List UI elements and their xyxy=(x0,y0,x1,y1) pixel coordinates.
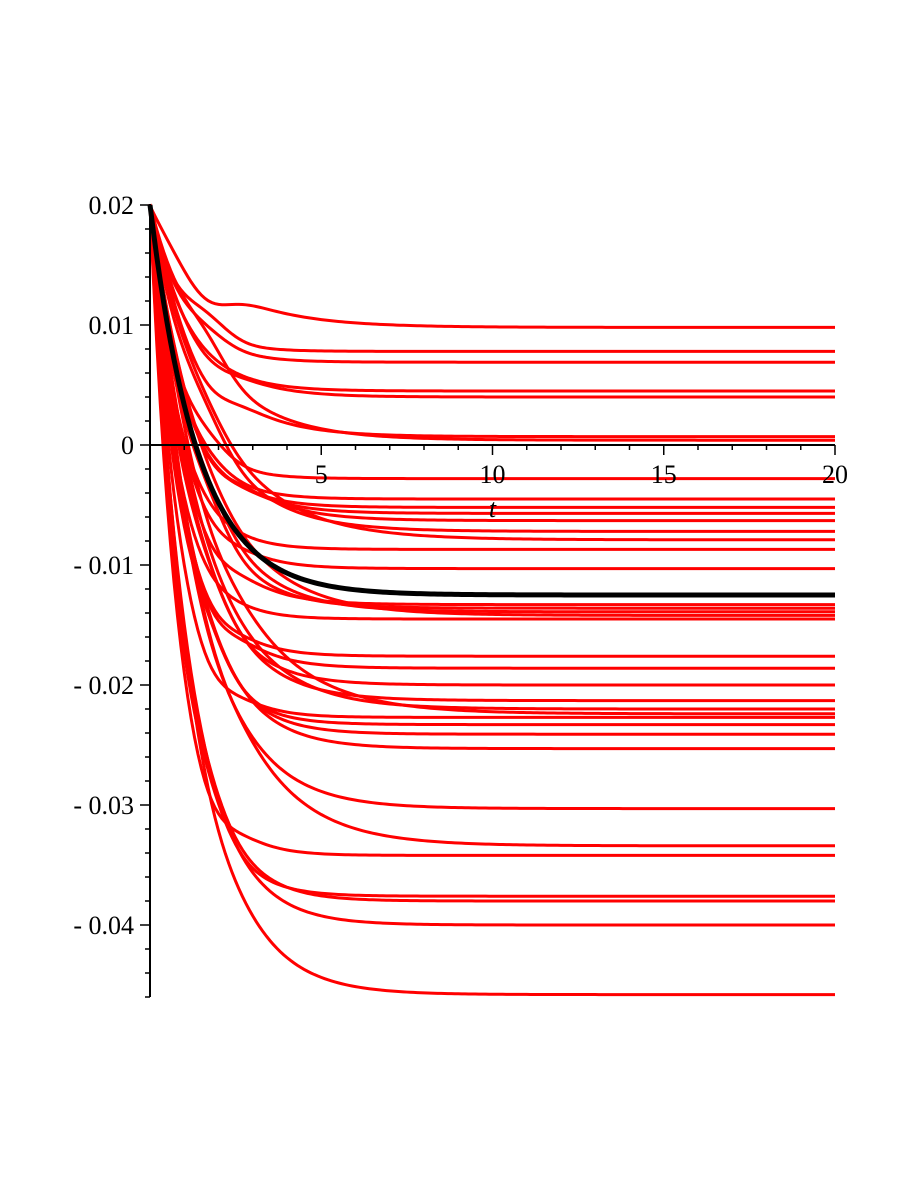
red-series-line xyxy=(148,204,835,751)
red-series-line xyxy=(148,204,835,393)
red-series-line xyxy=(148,204,835,703)
tick-marks xyxy=(140,204,836,998)
red-series-line xyxy=(148,205,835,857)
red-series-line xyxy=(148,204,835,711)
y-tick-label-neg-0.04: - 0.04 xyxy=(73,911,134,940)
red-series-line xyxy=(148,204,835,898)
y-tick-label-neg-0.03: - 0.03 xyxy=(73,791,134,820)
red-series-line xyxy=(148,204,835,687)
y-tick-label-0: 0 xyxy=(121,431,134,460)
highlight-series-line xyxy=(147,204,835,598)
x-tick-label-15: 15 xyxy=(651,460,677,489)
red-series-line xyxy=(148,205,835,621)
x-axis-title: t xyxy=(489,494,497,523)
red-series-line xyxy=(148,205,835,848)
red-series-line xyxy=(148,204,835,614)
y-tick-label-0.01: 0.01 xyxy=(89,311,135,340)
red-series-line xyxy=(148,204,835,927)
red-series-line xyxy=(148,203,835,353)
x-tick-label-10: 10 xyxy=(480,460,506,489)
red-series-line xyxy=(148,205,835,399)
y-tick-label-neg-0.02: - 0.02 xyxy=(73,671,134,700)
red-series-line xyxy=(148,204,835,481)
red-series-line xyxy=(148,204,835,501)
x-tick-label-5: 5 xyxy=(315,460,328,489)
red-series-line xyxy=(148,205,835,811)
series-layer xyxy=(148,203,835,997)
red-series-line xyxy=(148,203,835,727)
tick-labels: 5 10 15 20 0.02 0.01 0 - 0.01 - 0.02 - 0… xyxy=(73,191,848,940)
red-series-line xyxy=(148,204,835,364)
red-series-line xyxy=(148,204,835,903)
red-series-line xyxy=(148,205,835,329)
y-tick-label-0.02: 0.02 xyxy=(89,191,135,220)
red-series-line xyxy=(148,205,835,997)
x-tick-label-20: 20 xyxy=(822,460,848,489)
red-series-line xyxy=(148,205,835,658)
red-series-line xyxy=(148,205,835,439)
red-series-line xyxy=(148,203,835,610)
red-series-line xyxy=(148,204,835,551)
red-series-line xyxy=(148,205,835,607)
axes xyxy=(140,204,836,998)
red-series-line xyxy=(148,204,835,736)
red-series-line xyxy=(148,204,835,542)
red-series-line xyxy=(148,205,835,716)
red-series-line xyxy=(148,204,835,533)
y-tick-label-neg-0.01: - 0.01 xyxy=(73,551,134,580)
red-series-line xyxy=(148,203,835,442)
highlight-layer xyxy=(147,204,835,598)
red-series-line xyxy=(148,205,835,523)
